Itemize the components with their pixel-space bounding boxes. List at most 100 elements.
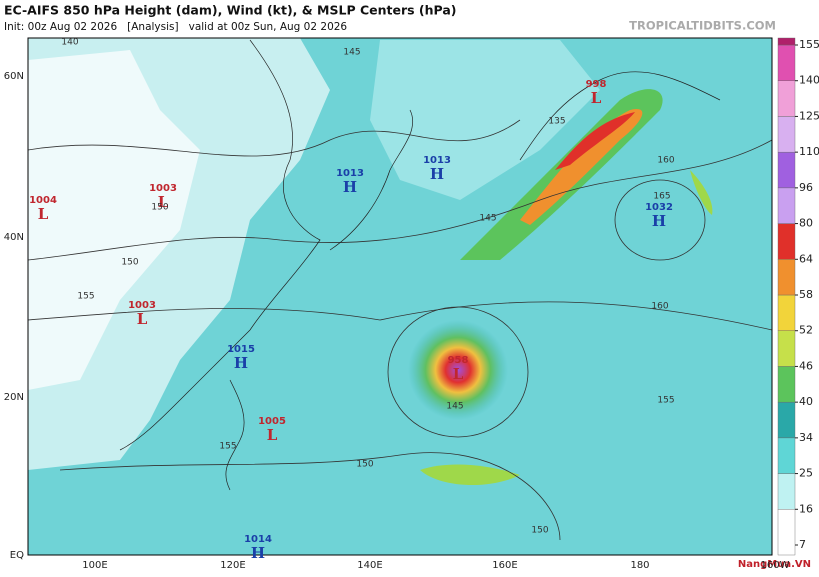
land-area xyxy=(28,50,200,390)
contour-label: 145 xyxy=(479,214,496,224)
colorbar-segment xyxy=(777,401,796,439)
pressure-value: 1032 xyxy=(645,202,673,213)
coastline xyxy=(329,109,414,251)
contour-label: 150 xyxy=(151,203,168,213)
colorbar-segment xyxy=(777,37,796,46)
colorbar-label: 34 xyxy=(799,431,813,444)
longitude-label: 160W xyxy=(761,560,790,571)
contour-label: 165 xyxy=(653,192,670,202)
pressure-letter: L xyxy=(158,193,169,211)
map-subtitle: Init: 00z Aug 02 2026 [Analysis] valid a… xyxy=(4,21,347,33)
latitude-label: 40N xyxy=(4,232,24,243)
pressure-value: 1003 xyxy=(149,183,177,194)
pressure-letter: H xyxy=(430,165,444,183)
colorbar-segment xyxy=(777,366,796,403)
colorbar-label: 40 xyxy=(799,395,813,408)
longitude-label: 180 xyxy=(630,560,649,571)
colorbar-segment xyxy=(777,294,796,331)
longitude-label: 160E xyxy=(492,560,517,571)
pressure-value: 1013 xyxy=(423,155,451,166)
contour-label: 150 xyxy=(121,258,138,268)
watermark: TROPICALTIDBITS.COM xyxy=(629,19,776,33)
colorbar-label: 25 xyxy=(799,467,813,480)
colorbar-segment xyxy=(777,80,796,117)
colorbar-segment xyxy=(777,330,796,367)
contour xyxy=(614,179,706,261)
colorbar-segment xyxy=(777,437,796,474)
contour xyxy=(28,301,772,331)
pressure-letter: H xyxy=(234,354,248,372)
colorbar-segment xyxy=(777,509,796,556)
colorbar-segment xyxy=(777,259,796,296)
contour-label: 145 xyxy=(446,402,463,412)
contour-label: 155 xyxy=(219,442,236,452)
coastline xyxy=(519,71,721,161)
pressure-letter: L xyxy=(38,205,49,223)
colorbar-label: 46 xyxy=(799,359,813,372)
pressure-value: 1015 xyxy=(227,344,255,355)
colorbar-label: 110 xyxy=(799,145,819,158)
contour-label: 150 xyxy=(356,460,373,470)
contour-label: 155 xyxy=(657,396,674,406)
coastline xyxy=(225,379,245,491)
colorbar-label: 52 xyxy=(799,324,813,337)
colorbar-segment xyxy=(777,223,796,260)
pressure-value: 998 xyxy=(586,79,607,90)
typhoon xyxy=(408,320,508,420)
map-field xyxy=(28,38,772,555)
coastlines xyxy=(119,39,721,491)
pressure-letter: L xyxy=(267,426,278,444)
jet-streak xyxy=(555,112,635,170)
pressure-value: 1014 xyxy=(244,534,272,545)
wind-region xyxy=(690,170,713,215)
pressure-letter: H xyxy=(343,178,357,196)
colorbar-label: 96 xyxy=(799,181,813,194)
longitude-label: 140E xyxy=(357,560,382,571)
latitude-label: 60N xyxy=(4,71,24,82)
longitude-label: 120E xyxy=(220,560,245,571)
latitude-label: EQ xyxy=(10,550,24,561)
colorbar-label: 140 xyxy=(799,74,819,87)
coastline xyxy=(119,39,321,451)
colorbar-segment xyxy=(777,187,796,224)
colorbar-label: 155 xyxy=(799,38,819,51)
pressure-value: 958 xyxy=(448,355,469,366)
colorbar-segment xyxy=(777,473,796,510)
contour xyxy=(28,119,521,157)
contour-label: 160 xyxy=(657,156,674,166)
contour-label: 155 xyxy=(77,292,94,302)
contour xyxy=(28,139,772,261)
contour-label: 140 xyxy=(61,38,78,48)
pressure-value: 1005 xyxy=(258,416,286,427)
contour-label: 160 xyxy=(651,302,668,312)
pressure-letter: L xyxy=(591,89,602,107)
contour xyxy=(387,306,529,438)
pressure-value: 1004 xyxy=(29,195,57,206)
latitude-label: 20N xyxy=(4,392,24,403)
longitude-label: 100E xyxy=(82,560,107,571)
pressure-letter: H xyxy=(652,212,666,230)
wind-region xyxy=(420,464,520,486)
colorbar-label: 58 xyxy=(799,288,813,301)
pressure-letter: H xyxy=(251,544,265,562)
colorbar-segment xyxy=(777,151,796,189)
contour-label: 150 xyxy=(531,526,548,536)
colorbar-segment xyxy=(777,44,796,81)
colorbar-label: 7 xyxy=(799,538,806,551)
colorbar-label: 64 xyxy=(799,252,813,265)
pressure-value: 1003 xyxy=(128,300,156,311)
wind-region xyxy=(370,40,600,200)
contour-label: 135 xyxy=(548,117,565,127)
pressure-letter: L xyxy=(453,365,464,383)
logo: NangMua.VN xyxy=(738,559,811,570)
colorbar-label: 80 xyxy=(799,217,813,230)
colorbar-segment xyxy=(777,116,796,153)
contour xyxy=(59,452,561,541)
colorbar-label: 125 xyxy=(799,109,819,122)
height-contours xyxy=(28,119,772,541)
map-title: EC-AIFS 850 hPa Height (dam), Wind (kt),… xyxy=(4,3,457,18)
colorbar-label: 16 xyxy=(799,502,813,515)
map-frame xyxy=(27,37,773,556)
